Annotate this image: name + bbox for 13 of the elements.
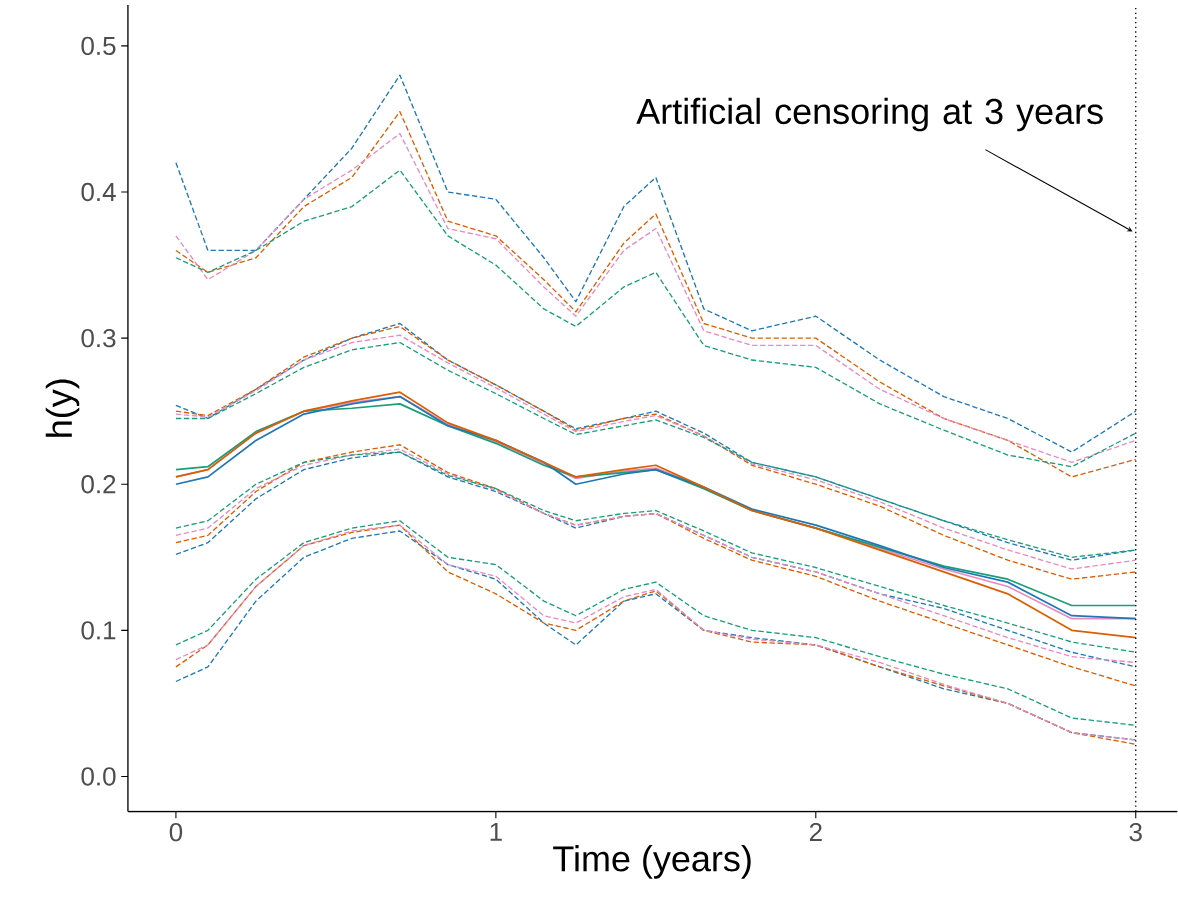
- x-tick-label: 1: [490, 822, 502, 841]
- annotation: Artificial censoring at 3 years: [636, 97, 1103, 132]
- y-tick-label: 0.4: [81, 182, 116, 201]
- x-axis-title: Time (years): [553, 844, 751, 879]
- y-axis-title: h(y): [45, 379, 80, 437]
- y-tick-label: 0.5: [81, 36, 116, 55]
- x-tick-label: 2: [809, 822, 822, 841]
- x-tick-label: 0: [169, 822, 183, 842]
- y-tick-label: 0.2: [81, 474, 116, 494]
- x-tick-label: 3: [1129, 822, 1142, 842]
- y-tick-label: 0.0: [81, 767, 116, 786]
- y-tick-label: 0.1: [81, 620, 116, 640]
- y-tick-label: 0.3: [81, 328, 116, 348]
